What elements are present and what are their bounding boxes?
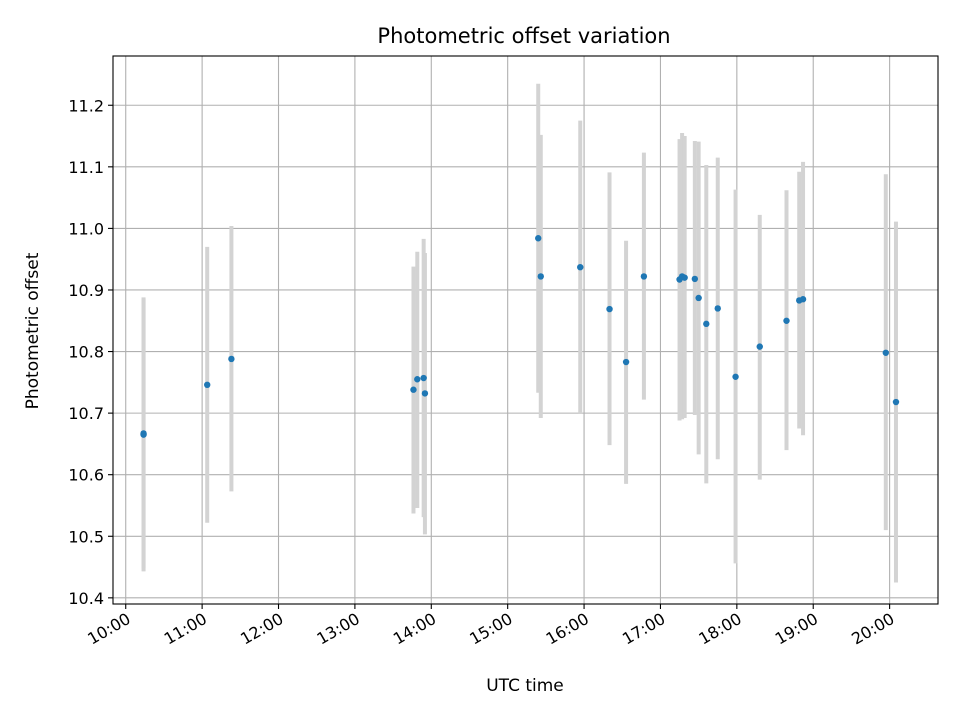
- data-point: [681, 274, 688, 281]
- data-point: [140, 430, 147, 437]
- x-tick-label: 17:00: [619, 609, 668, 649]
- data-point: [892, 398, 900, 406]
- data-point: [882, 349, 890, 356]
- data-point: [703, 320, 710, 328]
- errorbar-layer: [141, 83, 898, 583]
- y-tick-label: 11.1: [68, 158, 104, 177]
- x-tick-label: 12:00: [237, 609, 286, 649]
- y-tick-label: 10.9: [68, 281, 104, 300]
- x-tick-label: 15:00: [466, 609, 515, 649]
- data-point: [622, 358, 630, 366]
- y-tick-label: 11.0: [68, 219, 104, 238]
- data-point: [783, 317, 790, 324]
- x-tick-label: 18:00: [695, 609, 744, 649]
- data-point: [732, 373, 739, 380]
- y-tick-label: 10.6: [68, 466, 104, 485]
- grid-layer: [113, 56, 938, 604]
- data-point: [537, 273, 544, 280]
- y-tick-label: 11.2: [68, 96, 104, 115]
- data-point: [228, 355, 235, 363]
- x-tick-label: 11:00: [161, 609, 210, 649]
- data-point: [577, 263, 584, 271]
- data-point: [204, 381, 211, 388]
- point-layer: [140, 235, 900, 438]
- data-point: [799, 296, 807, 303]
- data-point: [714, 305, 721, 312]
- data-point: [640, 273, 648, 280]
- data-point: [691, 275, 699, 283]
- tick-layer: 10:00 11:00 12:00 13:00 14:00 15:00 16:00 17:00…: [68, 96, 897, 648]
- data-point: [410, 386, 417, 393]
- x-axis-label: UTC time: [486, 676, 564, 696]
- data-point: [756, 343, 763, 350]
- x-tick-label: 20:00: [848, 609, 897, 649]
- chart-title: Photometric offset variation: [377, 24, 670, 48]
- y-tick-label: 10.7: [68, 404, 104, 423]
- x-tick-label: 19:00: [772, 609, 821, 649]
- y-axis-label: Photometric offset: [23, 252, 43, 409]
- y-tick-label: 10.8: [68, 343, 104, 362]
- y-tick-label: 10.5: [68, 527, 104, 546]
- x-tick-label: 13:00: [313, 609, 362, 649]
- data-point: [606, 305, 613, 313]
- y-tick-label: 10.4: [68, 589, 104, 608]
- data-point: [420, 374, 427, 382]
- x-tick-label: 14:00: [390, 609, 439, 649]
- x-tick-label: 16:00: [543, 609, 592, 649]
- data-point: [414, 376, 421, 383]
- plot-frame: [112, 55, 939, 605]
- data-point: [695, 294, 702, 302]
- x-tick-label: 10:00: [84, 609, 133, 649]
- data-point: [535, 235, 542, 242]
- data-point: [421, 390, 429, 397]
